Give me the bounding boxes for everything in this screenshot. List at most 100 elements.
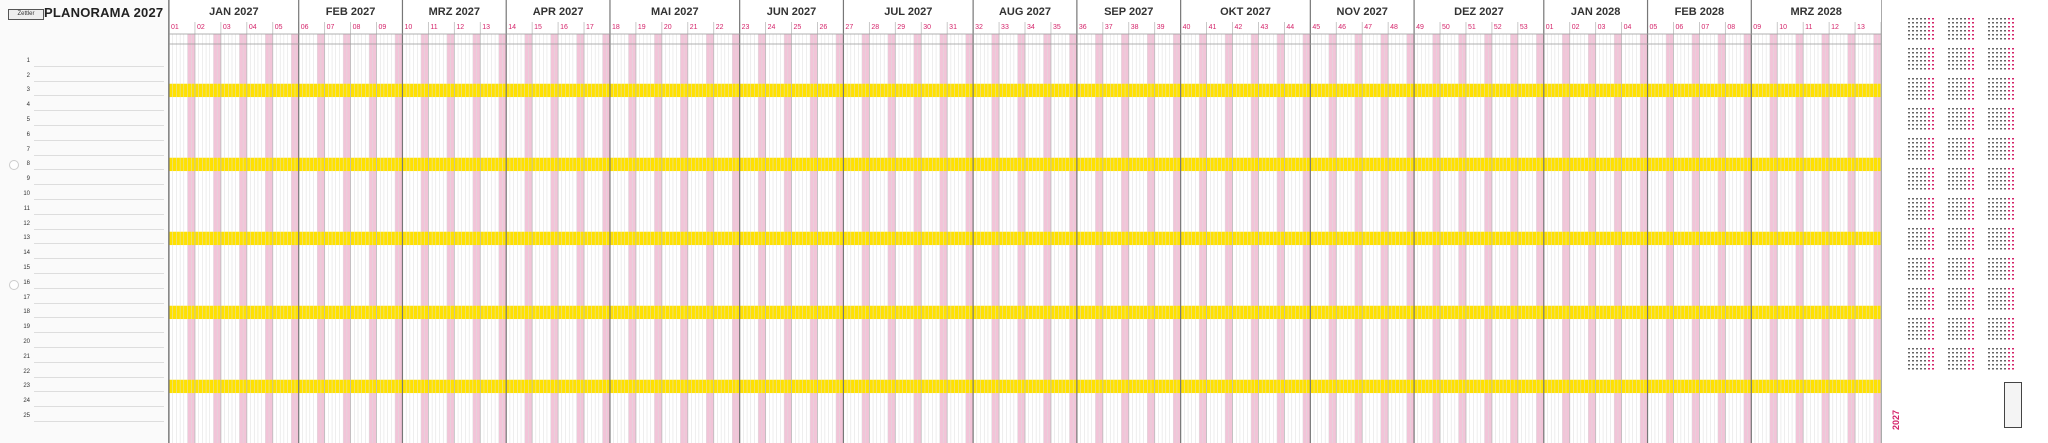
mini-day-mark [1952,262,1954,264]
mini-day-mark [2000,64,2002,66]
mini-day-mark [1952,206,1954,208]
mini-day-mark [1920,168,1922,170]
mini-day-mark [2004,300,2006,302]
mini-day-mark [2008,322,2010,324]
mini-day-mark [1968,116,1970,118]
mini-day-mark [1964,60,1966,62]
mini-day-mark [1992,360,1994,362]
mini-day-mark [1920,300,1922,302]
row-line [34,110,164,112]
mini-day-mark [1996,48,1998,50]
mini-day-mark [1988,60,1990,62]
mini-day-mark [1956,120,1958,122]
mini-day-mark [1920,304,1922,306]
mini-day-mark [1924,86,1926,88]
mini-day-mark [1912,292,1914,294]
mini-day-mark [2000,56,2002,58]
mini-day-mark [1956,18,1958,20]
row-line [34,125,164,126]
mini-day-mark [1992,184,1994,186]
mini-day-mark [1948,176,1950,178]
mini-day-mark [1968,218,1970,220]
mini-day-mark [1992,52,1994,54]
mini-day-mark [1948,262,1950,264]
row-line [34,302,164,304]
mini-day-mark [1964,206,1966,208]
mini-day-mark [2004,112,2006,114]
mini-day-mark [1908,98,1910,100]
mini-day-mark [1920,288,1922,290]
calendar-grid-lines [169,0,1881,443]
mini-day-mark [1948,90,1950,92]
mini-day-mark [1920,34,1922,36]
mini-day-mark [1932,120,1934,122]
mini-day-mark [1908,240,1910,242]
row-line [34,347,164,348]
mini-day-mark [1988,262,1990,264]
mini-day-mark [1916,34,1918,36]
mini-day-mark [1908,206,1910,208]
mini-day-mark [2008,128,2010,130]
mini-day-mark [1964,64,1966,66]
mini-day-mark [1912,90,1914,92]
mini-day-mark [1908,64,1910,66]
mini-day-mark [1972,26,1974,28]
mini-day-mark [1972,266,1974,268]
week-number-label: 14 [508,24,516,31]
mini-month-block [1905,224,1937,254]
month-label: FEB 2028 [1674,6,1725,18]
week-number-label: 28 [871,24,880,31]
mini-day-mark [1932,262,1934,264]
mini-day-mark [2012,26,2014,28]
mini-day-mark [2004,240,2006,242]
mini-day-mark [2000,184,2002,186]
week-number-label: 04 [248,24,257,31]
mini-day-mark [1960,30,1962,32]
mini-day-mark [1912,158,1914,160]
mini-day-mark [1956,116,1958,118]
mini-day-mark [1932,150,1934,152]
month-label: JUL 2027 [884,6,933,18]
mini-day-mark [1960,278,1962,280]
mini-month-block [1945,104,1977,134]
mini-day-mark [1956,78,1958,80]
mini-day-mark [1996,296,1998,298]
mini-day-mark [1948,244,1950,246]
mini-day-mark [1948,274,1950,276]
mini-day-mark [1964,348,1966,350]
mini-day-mark [1916,176,1918,178]
mini-day-mark [1960,188,1962,190]
mini-day-mark [1972,244,1974,246]
mini-day-mark [1948,248,1950,250]
mini-day-mark [1996,334,1998,336]
mini-day-mark [1932,348,1934,350]
mini-day-mark [1924,292,1926,294]
mini-day-mark [2000,330,2002,332]
mini-day-mark [1916,78,1918,80]
mini-day-mark [2004,180,2006,182]
mini-day-mark [1932,326,1934,328]
mini-day-mark [1972,356,1974,358]
mini-day-mark [2004,288,2006,290]
mini-day-mark [2008,308,2010,310]
mini-day-mark [1916,360,1918,362]
mini-day-mark [1988,334,1990,336]
mini-day-mark [1932,22,1934,24]
mini-day-mark [1988,364,1990,366]
mini-day-mark [1988,248,1990,250]
mini-day-mark [1996,304,1998,306]
mini-day-mark [1960,210,1962,212]
mini-day-mark [1968,240,1970,242]
mini-month-block [1985,104,2017,134]
mini-day-mark [1924,338,1926,340]
mini-day-mark [1920,124,1922,126]
mini-day-mark [1928,94,1930,96]
mini-day-mark [1960,108,1962,110]
mini-day-mark [1928,278,1930,280]
mini-day-mark [1920,38,1922,40]
mini-day-mark [1932,218,1934,220]
mini-day-mark [1968,236,1970,238]
mini-day-mark [2012,334,2014,336]
mini-day-mark [1928,248,1930,250]
week-number-label: 16 [560,24,568,31]
